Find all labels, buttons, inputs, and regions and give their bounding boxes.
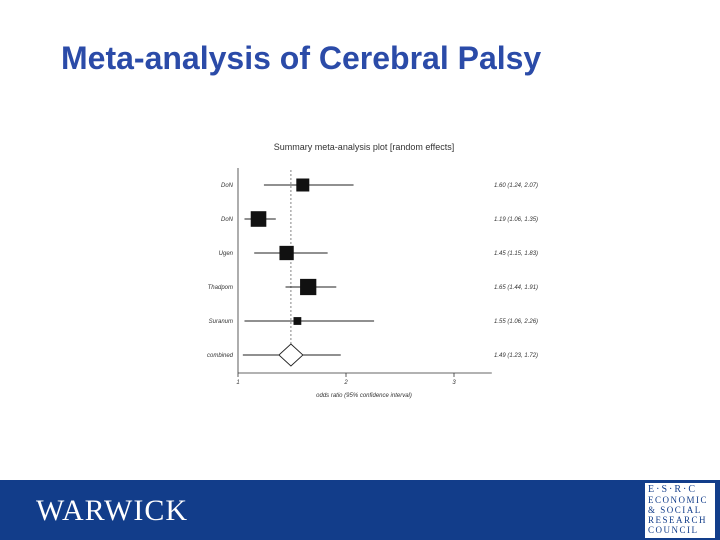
esrc-logo-line: E·S·R·C	[648, 484, 697, 495]
combined-label: combined	[207, 353, 234, 359]
x-axis-label: odds ratio (95% confidence interval)	[316, 393, 412, 399]
study-label: DoN	[221, 217, 234, 223]
study-label: Suranum	[209, 319, 233, 325]
footer-bar: WARWICK E·S·R·C ECONOMIC & SOCIAL RESEAR…	[0, 480, 720, 540]
warwick-logo: WARWICK	[36, 494, 188, 527]
combined-diamond	[278, 343, 304, 367]
esrc-logo-line: & SOCIAL	[648, 505, 702, 515]
ci-text: 1.45 (1.15, 1.83)	[494, 251, 538, 257]
study-box	[300, 278, 317, 296]
x-tick-label: 2	[343, 380, 348, 386]
forest-plot: Summary meta-analysis plot [random effec…	[207, 142, 538, 399]
esrc-logo: E·S·R·C ECONOMIC & SOCIAL RESEARCH COUNC…	[645, 483, 715, 538]
study-label: Ugen	[219, 251, 234, 257]
ci-text: 1.65 (1.44, 1.91)	[494, 285, 538, 291]
x-tick-label: 3	[452, 380, 456, 386]
study-box	[279, 245, 294, 261]
combined-ci-text: 1.49 (1.23, 1.72)	[494, 353, 538, 359]
study-box	[250, 211, 267, 227]
study-box	[293, 317, 302, 325]
esrc-logo-line: COUNCIL	[648, 525, 699, 535]
esrc-logo-line: RESEARCH	[648, 515, 708, 525]
ci-text: 1.19 (1.06, 1.35)	[494, 217, 538, 223]
ci-text: 1.55 (1.06, 2.26)	[494, 319, 538, 325]
esrc-logo-line: ECONOMIC	[648, 495, 709, 505]
plot-title: Summary meta-analysis plot [random effec…	[274, 142, 454, 152]
study-label: Thadpom	[208, 285, 233, 291]
slide-title: Meta-analysis of Cerebral Palsy	[61, 40, 542, 76]
study-label: DoN	[221, 183, 234, 189]
ci-text: 1.60 (1.24, 2.07)	[494, 183, 538, 189]
x-tick-label: 1	[236, 380, 239, 386]
study-box	[296, 178, 310, 192]
